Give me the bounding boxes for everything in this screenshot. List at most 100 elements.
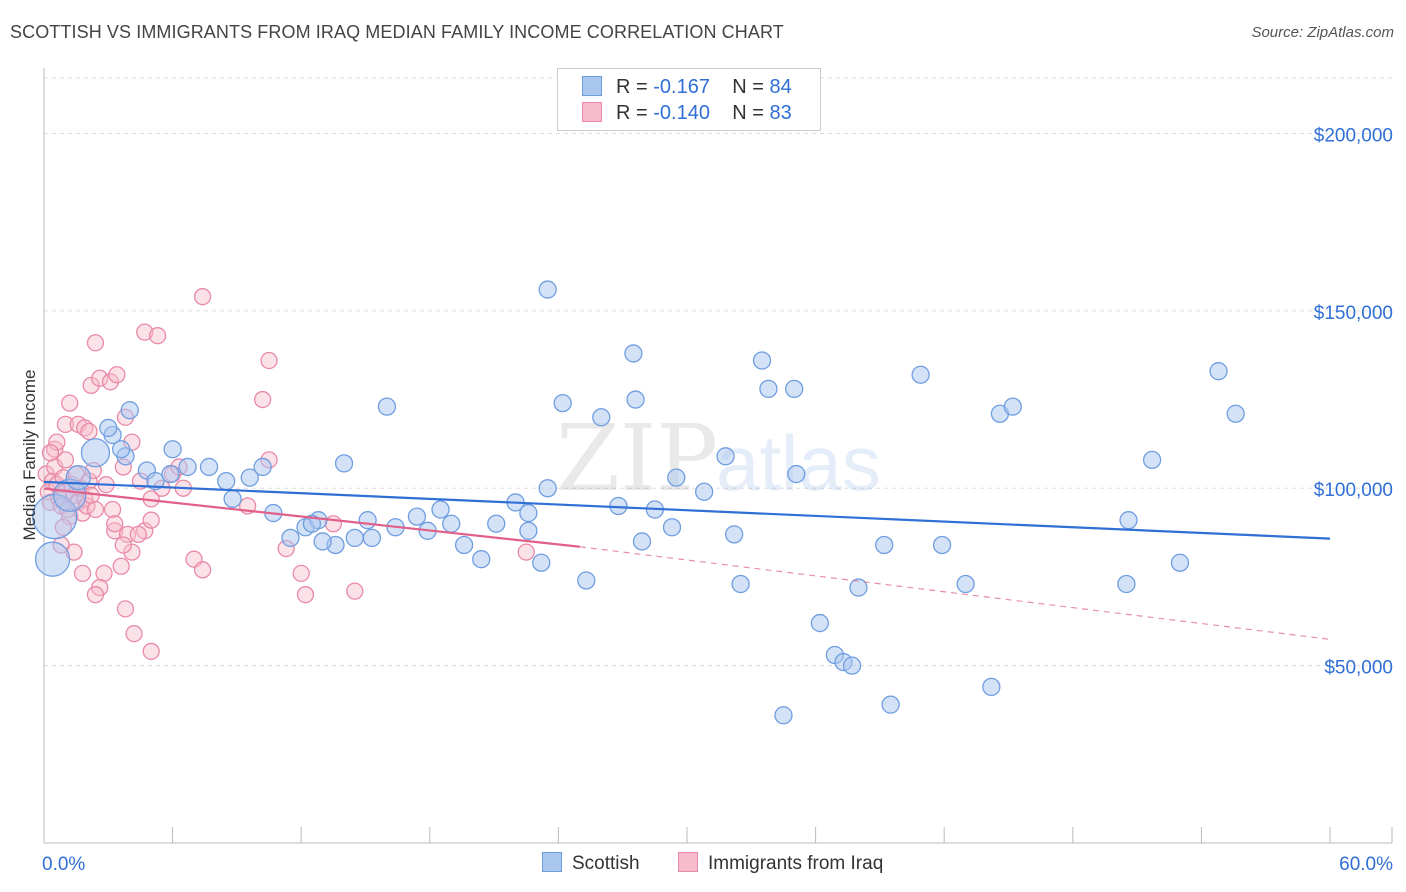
scottish-point [787, 464, 806, 484]
y-axis-title: Median Family Income [20, 369, 39, 540]
scottish-point [785, 379, 804, 399]
y-tick-label: $200,000 [1314, 125, 1393, 146]
watermark: ZIP atlas [556, 405, 881, 512]
scottish-point [223, 489, 242, 509]
scottish-point [146, 471, 165, 491]
r-label: R = [616, 102, 648, 124]
legend-row-scottish: R = -0.167 N = 84 [582, 76, 792, 100]
scottish-point [881, 695, 900, 714]
scottish-point [178, 457, 197, 477]
scottish-point [774, 706, 793, 725]
scottish-point [281, 528, 300, 548]
scottish-point [752, 351, 772, 370]
iraq-point [292, 564, 310, 583]
legend-item-scottish[interactable]: Scottish [542, 852, 640, 875]
iraq-point [125, 625, 143, 643]
iraq-point [91, 369, 109, 387]
r-label: R = [616, 76, 648, 98]
scottish-point [875, 535, 894, 555]
iraq-point [103, 500, 122, 519]
scottish-point [358, 511, 377, 530]
legend-label-scottish: Scottish [572, 853, 640, 874]
legend-swatch-pink [582, 102, 602, 122]
scottish-point [1170, 553, 1190, 572]
scottish-point [982, 677, 1001, 697]
scottish-point [626, 390, 645, 409]
scottish-point [120, 401, 139, 420]
iraq-point [148, 327, 167, 345]
scottish-point [956, 574, 975, 594]
scottish-point [377, 397, 397, 416]
iraq-point [86, 500, 105, 519]
scottish-point [313, 532, 332, 551]
scottish-point [842, 656, 862, 675]
iraq-point [346, 582, 364, 600]
iraq-point [101, 373, 120, 391]
scottish-point [34, 541, 71, 577]
scottish-point [932, 535, 952, 555]
x-tick-labels: 0.0% 60.0% [42, 854, 1393, 875]
scottish-point [532, 553, 551, 572]
scottish-point [519, 503, 538, 523]
scottish-point [538, 479, 557, 498]
iraq-point [324, 515, 343, 533]
scottish-point [810, 613, 830, 633]
scottish-point [624, 344, 643, 363]
scottish-point [725, 525, 744, 544]
iraq-point [41, 444, 60, 462]
iraq-point [56, 415, 75, 434]
iraq-point [56, 451, 75, 469]
legend-item-iraq[interactable]: Immigrants from Iraq [678, 852, 883, 875]
iraq-point [142, 642, 160, 661]
iraq-trend-line [43, 487, 580, 548]
scottish-point [1003, 397, 1022, 416]
r-value: -0.167 [653, 76, 710, 98]
scottish-point [345, 528, 364, 548]
scottish-point [454, 535, 474, 555]
iraq-point [73, 564, 92, 583]
scottish-point [538, 280, 557, 299]
y-tick-label: $50,000 [1324, 658, 1393, 679]
iraq-point [61, 394, 79, 412]
iraq-point [129, 525, 147, 544]
r-value: -0.140 [653, 102, 710, 124]
iraq-point [114, 536, 132, 554]
scottish-points [32, 280, 1245, 725]
iraq-point [253, 390, 272, 409]
scottish-point [759, 379, 778, 399]
scottish-point [99, 418, 118, 438]
iraq-points [37, 288, 535, 661]
n-label: N = [732, 102, 764, 124]
scottish-point [1226, 404, 1245, 423]
scottish-point [553, 393, 572, 413]
scottish-point [253, 457, 272, 477]
x-tick-label: 60.0% [1339, 854, 1393, 875]
iraq-point [112, 557, 130, 575]
legend-swatch-pink [678, 852, 698, 872]
iraq-point [517, 543, 535, 561]
scottish-point [302, 514, 322, 533]
scottish-point [163, 440, 182, 459]
iraq-point [48, 433, 66, 451]
scottish-point [1142, 450, 1162, 470]
scottish-trend-line [43, 480, 1331, 540]
iraq-point [106, 522, 124, 540]
scottish-point [334, 454, 354, 473]
scottish-point [161, 464, 180, 484]
scottish-point [80, 438, 111, 468]
scottish-point [217, 471, 236, 491]
source-credit: Source: ZipAtlas.com [1251, 24, 1394, 41]
scottish-point [65, 464, 91, 491]
legend-swatch-blue [542, 852, 562, 872]
scottish-point [731, 574, 750, 594]
n-value: 83 [769, 102, 792, 124]
scottish-point [1119, 511, 1138, 530]
scottish-point [667, 468, 686, 487]
iraq-point [86, 334, 105, 352]
scottish-point [362, 528, 382, 548]
correlation-legend: R = -0.167 N = 84 R = -0.140 N = 83 [557, 68, 821, 131]
iraq-point [106, 515, 124, 533]
watermark-atlas: atlas [716, 419, 881, 507]
y-tick-label: $100,000 [1314, 480, 1393, 501]
